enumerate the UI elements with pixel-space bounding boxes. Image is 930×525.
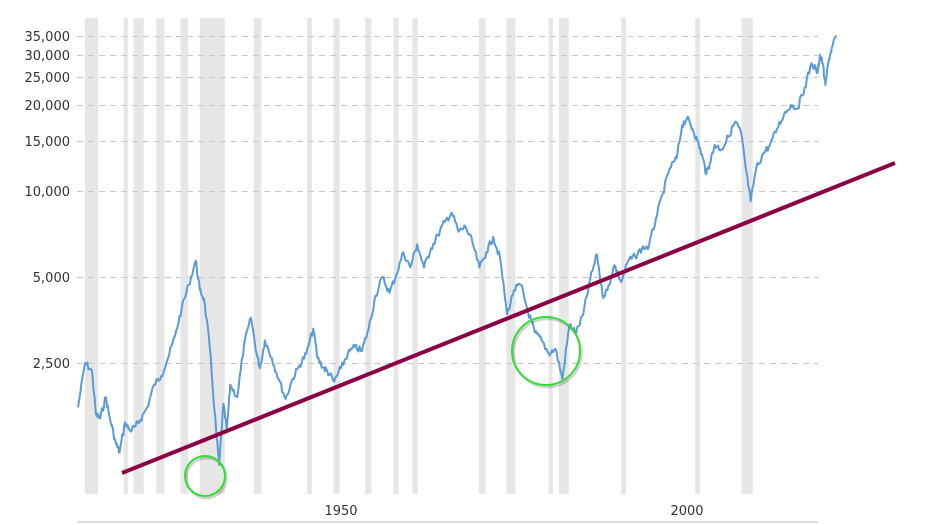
y-tick-label: 10,000 [25,185,71,200]
annotation-circle-shadow [512,317,583,389]
recession-band [548,18,553,494]
recession-band [253,18,262,494]
recession-band [199,18,225,494]
recession-band [741,18,753,494]
horizontal-gridlines [77,36,818,364]
y-tick-label: 5,000 [33,271,70,286]
annotation-circle-shadow [185,456,228,500]
recession-band [156,18,165,494]
recession-band [478,18,486,494]
annotation-circle [511,316,581,386]
y-tick-label: 30,000 [25,49,71,64]
y-tick-label: 25,000 [25,71,71,86]
recession-band [393,18,399,494]
y-tick-label: 20,000 [25,99,71,114]
price-series-line [77,35,838,466]
recession-band [621,18,627,494]
x-tick-label: 1950 [324,504,357,519]
x-tick-label: 2000 [670,504,703,519]
y-tick-label: 15,000 [25,135,71,150]
recession-band [558,18,569,494]
x-axis-labels: 1950 2000 [324,504,703,519]
recession-bands [84,18,753,494]
support-trendline [121,161,896,475]
recession-band [333,18,340,494]
recession-band [180,18,189,494]
low-point-annotations [184,316,583,500]
y-tick-label: 2,500 [33,357,70,372]
y-tick-label: 35,000 [25,30,71,45]
recession-band [123,18,128,494]
recession-band [506,18,516,494]
recession-band [412,18,418,494]
recession-band [307,18,312,494]
recession-band [365,18,372,494]
y-axis-labels: 35,000 30,000 25,000 20,000 15,000 10,000 5,00… [25,30,71,372]
recession-band [133,18,144,494]
recession-band [695,18,701,494]
annotation-circle [184,455,226,497]
recession-band [84,18,99,494]
